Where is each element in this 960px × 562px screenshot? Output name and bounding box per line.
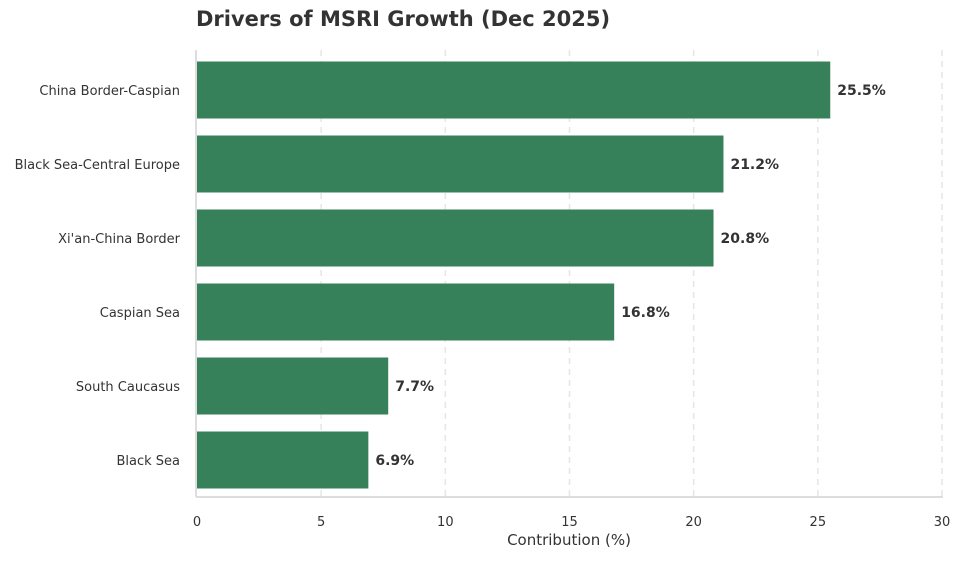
bar — [197, 431, 369, 489]
chart-title: Drivers of MSRI Growth (Dec 2025) — [196, 7, 610, 31]
y-tick-label: South Caucasus — [76, 380, 180, 395]
bar — [197, 283, 615, 341]
data-label: 16.8% — [621, 305, 670, 321]
x-tick-label: 15 — [561, 515, 578, 530]
gridlines — [320, 50, 943, 497]
data-label: 25.5% — [837, 83, 886, 99]
y-tick-labels: China Border-Caspian Black Sea-Central Eu… — [15, 84, 181, 469]
x-tick-label: 25 — [810, 515, 827, 530]
y-tick-label: China Border-Caspian — [39, 84, 180, 99]
data-labels: 25.5% 21.2% 20.8% 16.8% 7.7% 6.9% — [375, 83, 885, 469]
x-tick-labels: 0 5 10 15 20 25 30 — [193, 515, 950, 530]
x-tick-label: 0 — [193, 515, 201, 530]
x-tick-label: 30 — [934, 515, 951, 530]
y-tick-label: Black Sea — [116, 454, 180, 469]
x-axis-label: Contribution (%) — [507, 531, 631, 549]
x-tick-label: 10 — [437, 515, 454, 530]
data-label: 20.8% — [721, 231, 770, 247]
y-tick-label: Black Sea-Central Europe — [15, 158, 180, 173]
y-tick-label: Caspian Sea — [100, 306, 180, 321]
bars — [197, 61, 831, 489]
x-tick-label: 5 — [317, 515, 325, 530]
bar — [197, 357, 389, 415]
data-label: 6.9% — [375, 453, 414, 469]
bar — [197, 61, 831, 119]
data-label: 7.7% — [395, 379, 434, 395]
bar — [197, 135, 724, 193]
data-label: 21.2% — [730, 157, 779, 173]
bar — [197, 209, 714, 267]
x-tick-label: 20 — [685, 515, 702, 530]
y-tick-label: Xi'an-China Border — [58, 232, 180, 247]
